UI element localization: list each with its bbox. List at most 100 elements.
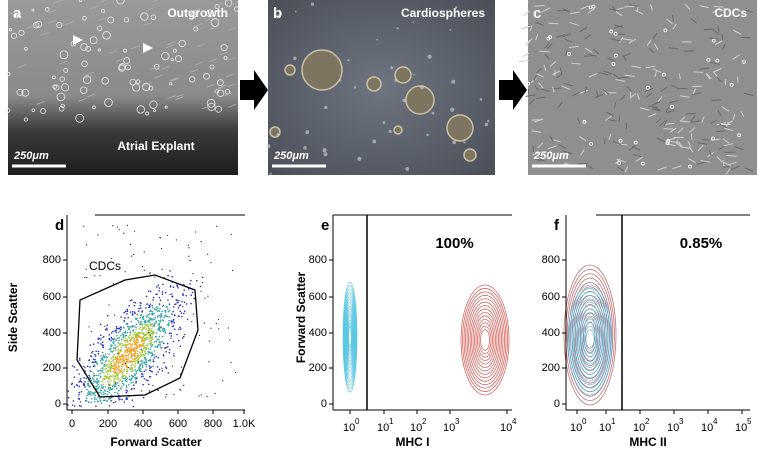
dot [132, 353, 135, 355]
cell [52, 84, 57, 90]
dot [150, 327, 153, 330]
dot [73, 376, 76, 378]
contour [343, 285, 357, 389]
cell [10, 32, 18, 39]
dot [135, 338, 138, 340]
x-tick-exp: 0 [355, 417, 360, 426]
fiber [717, 25, 720, 32]
dot [94, 361, 96, 364]
dot [147, 347, 150, 350]
dot [135, 343, 138, 346]
y-tick-label: 0 [554, 398, 560, 410]
dot [141, 323, 143, 326]
dot [130, 320, 133, 323]
dot [86, 244, 88, 246]
fiber [655, 117, 662, 124]
fiber [580, 5, 589, 10]
dot [80, 405, 82, 408]
dot [86, 388, 88, 391]
fiber [165, 44, 175, 49]
dot [129, 345, 132, 347]
cell [742, 60, 746, 64]
cell [670, 104, 674, 109]
dot [132, 381, 134, 383]
dot [126, 377, 129, 379]
x-tick-exp: 1 [611, 417, 616, 426]
dot [188, 255, 190, 257]
dot [145, 328, 147, 330]
cell [104, 98, 113, 107]
dot [125, 386, 128, 389]
dot [143, 340, 146, 342]
contour [577, 308, 603, 372]
fiber [652, 68, 662, 73]
fiber [740, 110, 745, 117]
dot [78, 398, 80, 401]
fiber [619, 94, 626, 101]
dot [189, 259, 191, 262]
dot [122, 377, 125, 380]
cell [45, 7, 50, 12]
dot [132, 363, 134, 366]
dot [112, 225, 114, 227]
fiber [690, 115, 696, 122]
dot [215, 322, 217, 324]
cell [663, 28, 668, 33]
contour [575, 305, 605, 375]
dot [133, 358, 136, 360]
dot [121, 344, 124, 347]
fiber [537, 142, 544, 149]
fiber [47, 19, 56, 24]
cell [116, 0, 125, 5]
dot [112, 283, 115, 285]
cell [172, 48, 177, 53]
micrograph [8, 0, 238, 175]
dot [97, 234, 99, 236]
cell [215, 105, 222, 113]
cell [61, 83, 70, 92]
cell [609, 29, 614, 34]
fiber [535, 68, 542, 74]
dot [124, 337, 126, 339]
cell [148, 85, 154, 91]
fiber [594, 93, 604, 99]
fiber [544, 53, 550, 60]
dot [124, 349, 127, 352]
dot [108, 360, 110, 362]
cell [129, 78, 137, 86]
dot [125, 389, 128, 391]
dot [108, 334, 111, 336]
dot [121, 398, 123, 401]
x-tick-base: 10 [343, 422, 355, 434]
dot [144, 326, 146, 328]
dot [123, 356, 125, 358]
dot [132, 369, 134, 371]
cell [479, 98, 483, 101]
dot [97, 383, 99, 386]
dot [136, 352, 138, 355]
fiber [577, 117, 580, 124]
fiber [689, 127, 696, 133]
dot [97, 350, 100, 353]
cell [376, 38, 379, 41]
dot [231, 269, 234, 272]
cell [101, 77, 109, 85]
dot [97, 395, 99, 398]
dot [116, 392, 119, 394]
dot [111, 385, 114, 388]
dot [182, 306, 184, 308]
cell [347, 59, 350, 62]
dot [125, 372, 128, 375]
fiber [645, 92, 653, 98]
dot [121, 386, 123, 388]
dot [84, 386, 86, 388]
dot [124, 362, 127, 365]
fiber [584, 86, 587, 93]
contour [342, 281, 358, 393]
dot [167, 274, 169, 277]
dot [141, 366, 144, 369]
cell [102, 31, 111, 40]
dot [124, 330, 127, 333]
fiber [628, 38, 637, 44]
dot [126, 360, 129, 363]
